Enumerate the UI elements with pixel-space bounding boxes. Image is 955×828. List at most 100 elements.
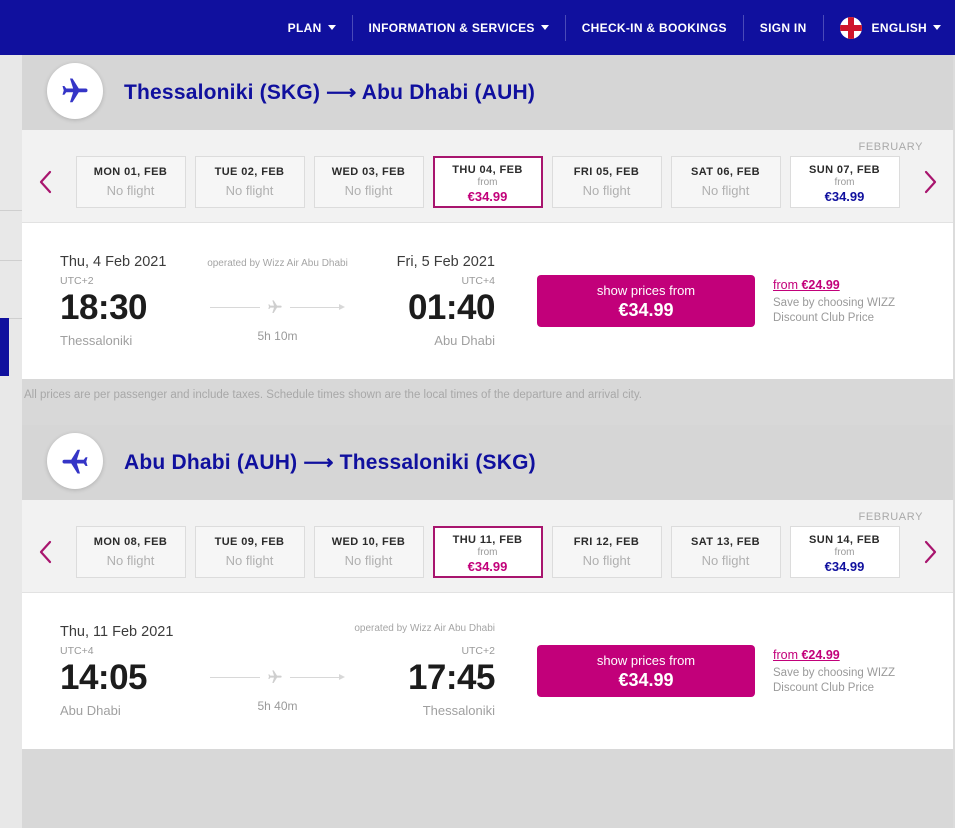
date-cells: MON 01, FEB No flight TUE 02, FEB No fli… bbox=[64, 156, 911, 208]
price-block: show prices from €34.99 from €24.99 Save… bbox=[537, 645, 903, 697]
date-cell-sat-06-feb[interactable]: SAT 06, FEB No flight bbox=[670, 156, 781, 208]
nav-item-checkin-bookings[interactable]: CHECK-IN & BOOKINGS bbox=[566, 14, 744, 41]
date-price: €34.99 bbox=[467, 558, 508, 574]
date-label: MON 01, FEB bbox=[93, 166, 168, 178]
flight-path-line bbox=[210, 669, 345, 685]
date-from-label: from bbox=[834, 176, 855, 188]
background-rule bbox=[0, 260, 22, 261]
departure-utc: UTC+2 bbox=[60, 275, 94, 287]
date-status: No flight bbox=[225, 183, 274, 198]
month-label: FEBRUARY bbox=[858, 141, 923, 153]
nav-item-plan[interactable]: PLAN bbox=[272, 14, 353, 41]
date-label: SAT 06, FEB bbox=[691, 166, 760, 178]
date-cell-mon-08-feb[interactable]: MON 08, FEB No flight bbox=[75, 526, 186, 578]
flight-duration: 5h 40m bbox=[257, 699, 298, 713]
show-prices-button[interactable]: show prices from €34.99 bbox=[537, 275, 755, 327]
date-cell-sun-14-feb[interactable]: SUN 14, FEB from €34.99 bbox=[789, 526, 900, 578]
date-cell-sun-07-feb[interactable]: SUN 07, FEB from €34.99 bbox=[789, 156, 900, 208]
route-title: Abu Dhabi (AUH) ⟶ Thessaloniki (SKG) bbox=[124, 451, 536, 474]
nav-item-list: PLAN INFORMATION & SERVICES CHECK-IN & B… bbox=[272, 14, 945, 41]
date-label: FRI 12, FEB bbox=[573, 536, 640, 548]
date-cell-mon-01-feb[interactable]: MON 01, FEB No flight bbox=[75, 156, 186, 208]
flight-results-overlay: Thessaloniki (SKG) ⟶ Abu Dhabi (AUH) FEB… bbox=[22, 55, 953, 749]
price-disclaimer: All prices are per passenger and include… bbox=[22, 379, 953, 425]
primary-navigation: PLAN INFORMATION & SERVICES CHECK-IN & B… bbox=[0, 0, 955, 55]
date-status: No flight bbox=[582, 553, 631, 568]
date-cell-tue-02-feb[interactable]: TUE 02, FEB No flight bbox=[194, 156, 305, 208]
date-price: €34.99 bbox=[824, 188, 865, 204]
discount-club-note: Save by choosing WIZZ Discount Club Pric… bbox=[773, 296, 896, 324]
date-from-label: from bbox=[834, 546, 855, 558]
background-rule bbox=[0, 210, 22, 211]
chevron-left-icon[interactable] bbox=[26, 162, 64, 202]
date-cell-tue-09-feb[interactable]: TUE 09, FEB No flight bbox=[194, 526, 305, 578]
discount-club-note: Save by choosing WIZZ Discount Club Pric… bbox=[773, 666, 896, 694]
date-status: No flight bbox=[106, 553, 155, 568]
chevron-right-icon[interactable] bbox=[911, 162, 949, 202]
nav-item-label: SIGN IN bbox=[759, 20, 807, 35]
discount-club-link[interactable]: from €24.99 bbox=[773, 647, 903, 664]
flight-detail-row: Thu, 4 Feb 2021 UTC+2 18:30 Thessaloniki… bbox=[22, 223, 953, 379]
discount-from-label: from bbox=[773, 277, 798, 292]
arrival-block: Fri, 5 Feb 2021 UTC+4 01:40 Abu Dhabi bbox=[345, 252, 496, 350]
chevron-left-icon[interactable] bbox=[26, 532, 64, 572]
departure-block: Thu, 11 Feb 2021 UTC+4 14:05 Abu Dhabi bbox=[60, 622, 210, 720]
show-prices-label: show prices from bbox=[596, 282, 696, 298]
date-selector-strip: FEBRUARY MON 08, FEB No flight TUE 09, F… bbox=[22, 500, 953, 593]
nav-item-sign-in[interactable]: SIGN IN bbox=[744, 14, 824, 41]
arrival-block: operated by Wizz Air Abu Dhabi UTC+2 17:… bbox=[345, 622, 495, 720]
background-rule bbox=[0, 318, 22, 319]
date-row: MON 08, FEB No flight TUE 09, FEB No fli… bbox=[22, 526, 953, 578]
month-label: FEBRUARY bbox=[858, 511, 923, 523]
date-cell-thu-11-feb[interactable]: THU 11, FEB from €34.99 bbox=[432, 526, 543, 578]
date-cell-wed-10-feb[interactable]: WED 10, FEB No flight bbox=[313, 526, 424, 578]
discount-club-link[interactable]: from €24.99 bbox=[773, 277, 903, 294]
departure-time: 14:05 bbox=[60, 658, 148, 697]
discount-from-label: from bbox=[773, 647, 798, 662]
date-label: SUN 07, FEB bbox=[808, 163, 881, 176]
discount-club-block: from €24.99 Save by choosing WIZZ Discou… bbox=[773, 277, 903, 326]
discount-club-block: from €24.99 Save by choosing WIZZ Discou… bbox=[773, 647, 903, 696]
price-block: show prices from €34.99 from €24.99 Save… bbox=[537, 275, 903, 327]
background-right-strip bbox=[953, 55, 955, 828]
date-label: THU 11, FEB bbox=[452, 533, 523, 546]
date-price: €34.99 bbox=[824, 558, 865, 574]
discount-amount: €24.99 bbox=[801, 277, 840, 292]
date-cell-thu-04-feb[interactable]: THU 04, FEB from €34.99 bbox=[432, 156, 543, 208]
date-cell-fri-05-feb[interactable]: FRI 05, FEB No flight bbox=[551, 156, 662, 208]
date-label: SAT 13, FEB bbox=[691, 536, 760, 548]
date-cell-wed-03-feb[interactable]: WED 03, FEB No flight bbox=[313, 156, 424, 208]
line-segment bbox=[289, 676, 339, 678]
date-row: MON 01, FEB No flight TUE 02, FEB No fli… bbox=[22, 156, 953, 208]
route-header: Thessaloniki (SKG) ⟶ Abu Dhabi (AUH) bbox=[22, 55, 953, 130]
arrival-utc: UTC+4 bbox=[461, 275, 495, 287]
chevron-down-icon bbox=[327, 25, 336, 30]
discount-amount: €24.99 bbox=[801, 647, 840, 662]
flight-times: Thu, 11 Feb 2021 UTC+4 14:05 Abu Dhabi bbox=[60, 622, 496, 720]
date-status: No flight bbox=[225, 553, 274, 568]
show-prices-amount: €34.99 bbox=[618, 669, 674, 690]
uk-flag-icon bbox=[839, 16, 862, 39]
date-cell-fri-12-feb[interactable]: FRI 12, FEB No flight bbox=[551, 526, 662, 578]
departure-utc: UTC+4 bbox=[60, 645, 94, 657]
date-cell-sat-13-feb[interactable]: SAT 13, FEB No flight bbox=[670, 526, 781, 578]
date-status: No flight bbox=[106, 183, 155, 198]
arrow-head-icon bbox=[339, 674, 345, 680]
flight-detail-row: Thu, 11 Feb 2021 UTC+4 14:05 Abu Dhabi bbox=[22, 593, 953, 749]
operated-by-label: operated by Wizz Air Abu Dhabi bbox=[207, 258, 348, 269]
show-prices-button[interactable]: show prices from €34.99 bbox=[537, 645, 755, 697]
plane-right-icon bbox=[267, 300, 282, 313]
chevron-down-icon bbox=[933, 25, 941, 30]
chevron-right-icon[interactable] bbox=[911, 532, 949, 572]
language-selector[interactable]: ENGLISH bbox=[824, 15, 945, 41]
departure-date: Thu, 11 Feb 2021 bbox=[60, 624, 174, 640]
route-header: Abu Dhabi (AUH) ⟶ Thessaloniki (SKG) bbox=[22, 425, 953, 500]
plane-right-icon bbox=[267, 670, 282, 683]
show-prices-label: show prices from bbox=[596, 652, 696, 668]
nav-item-information-services[interactable]: INFORMATION & SERVICES bbox=[353, 14, 566, 41]
date-label: TUE 02, FEB bbox=[214, 166, 285, 178]
date-label: THU 04, FEB bbox=[452, 163, 523, 176]
departure-time: 18:30 bbox=[60, 288, 148, 327]
date-price: €34.99 bbox=[467, 188, 508, 204]
arrow-head-icon bbox=[339, 304, 345, 310]
